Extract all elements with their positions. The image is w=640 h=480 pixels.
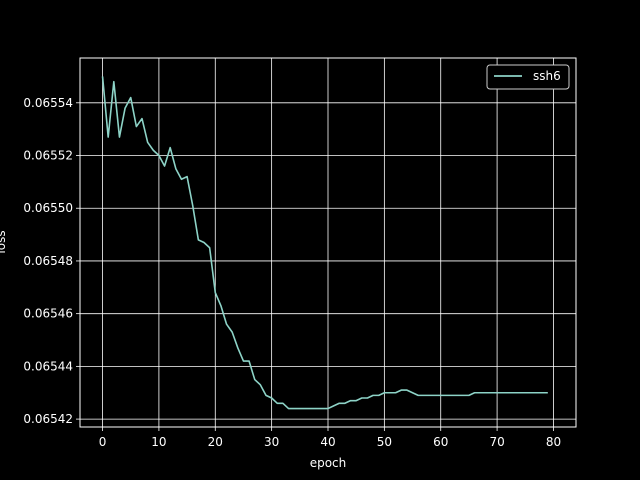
x-tick-label: 10 — [151, 435, 166, 449]
legend: ssh6 — [486, 64, 570, 90]
x-tick-label: 20 — [208, 435, 223, 449]
x-tick-label: 60 — [433, 435, 448, 449]
legend-box — [486, 64, 570, 90]
y-tick-label: 0.06542 — [23, 412, 73, 426]
series-layer — [101, 76, 548, 410]
legend-label-ssh6: ssh6 — [533, 69, 561, 83]
y-axis-ticks: 0.06542 0.06544 0.06546 0.06548 0.06550 0.065… — [23, 96, 80, 426]
grid — [80, 58, 576, 427]
x-axis-ticks: 0 10 20 30 40 50 60 70 80 — [99, 427, 561, 449]
x-tick-label: 0 — [99, 435, 107, 449]
y-axis-label: loss — [0, 230, 8, 253]
x-tick-label: 80 — [546, 435, 561, 449]
x-tick-label: 40 — [320, 435, 335, 449]
x-tick-label: 70 — [489, 435, 504, 449]
x-tick-label: 30 — [264, 435, 279, 449]
y-tick-label: 0.06548 — [23, 254, 73, 268]
y-tick-label: 0.06544 — [23, 359, 73, 373]
y-tick-label: 0.06554 — [23, 96, 73, 110]
x-tick-label: 50 — [377, 435, 392, 449]
y-tick-label: 0.06550 — [23, 201, 73, 215]
y-tick-label: 0.06552 — [23, 149, 73, 163]
x-axis-label: epoch — [310, 456, 347, 470]
y-tick-label: 0.06546 — [23, 307, 73, 321]
series-line-ssh6 — [101, 76, 548, 410]
